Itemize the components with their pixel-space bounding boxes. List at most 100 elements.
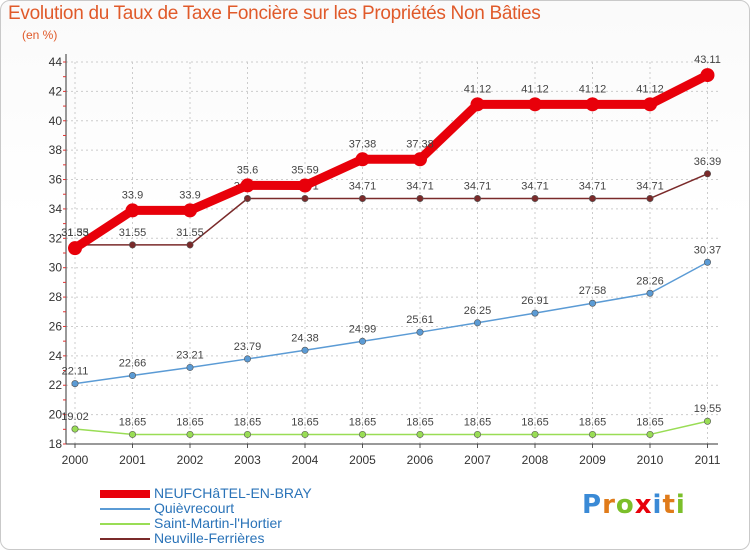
data-label: 23.79 — [234, 341, 262, 353]
series-line-2 — [74, 420, 709, 436]
data-label: 26.91 — [521, 295, 549, 307]
data-label: 37.38 — [349, 138, 377, 150]
series-line-1 — [74, 261, 709, 385]
data-point — [700, 68, 715, 83]
x-tick-label: 2004 — [292, 453, 319, 467]
data-label: 18.65 — [234, 416, 262, 428]
y-tick-label: 38 — [49, 143, 63, 157]
data-label: 37.38 — [406, 138, 434, 150]
data-point — [531, 194, 539, 202]
x-tick-label: 2005 — [349, 453, 376, 467]
data-point — [646, 430, 654, 438]
data-point — [473, 194, 481, 202]
data-point — [129, 241, 137, 249]
data-point — [588, 194, 596, 202]
y-tick-label: 18 — [49, 437, 63, 451]
y-tick-label: 24 — [49, 349, 63, 363]
data-point — [413, 152, 427, 167]
data-point — [473, 430, 481, 438]
data-label: 18.65 — [349, 416, 377, 428]
data-label: 18.65 — [176, 416, 204, 428]
logo-letter: o — [615, 490, 635, 520]
data-label: 41.12 — [636, 83, 664, 95]
data-point — [531, 430, 539, 438]
y-tick-label: 30 — [49, 261, 63, 275]
data-label: 25.61 — [406, 314, 434, 326]
data-point — [129, 372, 137, 380]
data-point — [643, 97, 657, 112]
data-label: 31.33 — [61, 227, 89, 239]
data-label: 19.55 — [694, 403, 722, 415]
data-point — [646, 194, 654, 202]
x-tick-label: 2002 — [177, 453, 204, 467]
data-point — [473, 319, 481, 327]
legend-swatch — [100, 538, 150, 540]
x-tick-label: 2007 — [464, 453, 491, 467]
legend-swatch — [100, 508, 150, 510]
legend-label: Neuville-Ferrières — [154, 530, 265, 546]
y-tick-label: 42 — [49, 84, 63, 98]
data-point — [416, 328, 424, 336]
data-point — [129, 430, 137, 438]
data-point — [588, 299, 596, 307]
data-point — [301, 346, 309, 354]
data-label: 31.55 — [119, 227, 147, 239]
legend-swatch — [100, 490, 150, 498]
x-tick-label: 2011 — [695, 453, 721, 467]
data-point — [355, 152, 370, 167]
y-tick-label: 20 — [49, 408, 63, 422]
legend-label: NEUFCHâTEL-EN-BRAY — [154, 485, 312, 501]
data-point — [244, 355, 252, 363]
y-tick-label: 32 — [49, 231, 63, 245]
data-point — [301, 194, 309, 202]
data-point — [125, 203, 140, 218]
data-point — [186, 241, 194, 249]
data-label: 35.6 — [237, 164, 258, 176]
series-line-3 — [74, 173, 709, 246]
logo-letter: x — [634, 490, 653, 520]
data-point — [301, 430, 309, 438]
data-label: 34.71 — [521, 180, 549, 192]
data-label: 18.65 — [636, 416, 664, 428]
data-label: 34.71 — [349, 180, 377, 192]
data-label: 19.02 — [61, 411, 89, 423]
y-axis-unit: (en %) — [22, 28, 58, 42]
legend-swatch — [100, 523, 150, 525]
data-label: 36.39 — [694, 156, 722, 168]
y-tick-label: 22 — [49, 378, 63, 392]
x-tick-label: 2003 — [234, 453, 261, 467]
data-label: 33.9 — [179, 189, 200, 201]
data-label: 22.11 — [62, 366, 89, 378]
logo-letter: P — [582, 490, 603, 520]
x-tick-label: 2000 — [62, 453, 89, 467]
data-point — [470, 97, 485, 112]
data-label: 28.26 — [636, 275, 664, 287]
data-label: 18.65 — [119, 416, 147, 428]
data-point — [71, 425, 79, 433]
data-label: 41.12 — [464, 83, 492, 95]
x-tick-label: 2008 — [522, 453, 549, 467]
data-point — [585, 97, 600, 112]
data-label: 31.55 — [61, 227, 89, 239]
x-tick-label: 2001 — [119, 453, 146, 467]
chart-title: Evolution du Taux de Taxe Foncière sur l… — [8, 3, 541, 24]
data-label: 34.71 — [464, 180, 492, 192]
data-point — [186, 430, 194, 438]
y-tick-label: 40 — [49, 114, 63, 128]
data-label: 33.9 — [122, 189, 143, 201]
data-point — [183, 203, 197, 218]
data-label: 34.71 — [636, 180, 664, 192]
data-label: 18.65 — [579, 416, 607, 428]
data-label: 18.65 — [464, 416, 492, 428]
data-point — [358, 194, 366, 202]
logo-letter: t — [662, 490, 676, 520]
data-label: 30.37 — [694, 244, 722, 256]
legend-label: Quièvrecourt — [154, 500, 235, 516]
data-label: 34.71 — [406, 180, 434, 192]
data-label: 34.71 — [579, 180, 607, 192]
proxiti-logo: Proxiti — [582, 490, 686, 520]
y-tick-label: 28 — [49, 290, 63, 304]
data-label: 24.99 — [349, 323, 377, 335]
data-point — [588, 430, 596, 438]
data-point — [298, 178, 312, 193]
